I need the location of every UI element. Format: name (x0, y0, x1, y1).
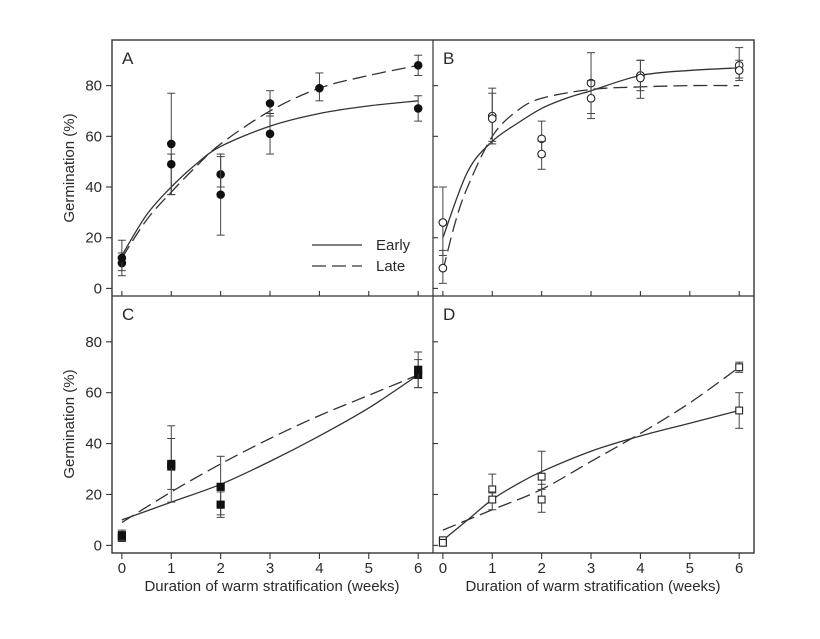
data-point-a-5 (216, 190, 225, 199)
y-tick-label-a-1: 20 (85, 230, 102, 247)
data-point-a-2 (166, 139, 176, 149)
y-tick-label-a-4: 80 (85, 78, 102, 95)
x-tick-label-d-4: 4 (636, 560, 644, 577)
panel-c: C 0 20 40 60 80 0 1 2 3 4 5 6 (85, 305, 422, 577)
data-point-a-3 (166, 159, 176, 169)
x-tick-label-d-1: 1 (488, 560, 496, 577)
data-point-b-11 (734, 66, 744, 75)
data-point-b-1 (438, 263, 448, 273)
x-tick-label-d-0: 0 (439, 560, 447, 577)
x-tick-label-d-6: 6 (735, 560, 743, 577)
y-tick-label-c-1: 20 (85, 486, 102, 503)
curve-late-a (121, 64, 419, 259)
x-axis-label-right: Duration of warm stratification (weeks) (465, 578, 720, 595)
x-tick-label-d-2: 2 (537, 560, 545, 577)
x-tick-label-c-2: 2 (216, 560, 224, 577)
x-tick-label-c-3: 3 (266, 560, 274, 577)
curve-late-b (442, 84, 740, 271)
data-point-b-9 (636, 73, 645, 83)
x-tick-label-d-5: 5 (686, 560, 694, 577)
data-point-b-0 (438, 218, 448, 227)
data-point-b-7 (586, 93, 596, 103)
panel-label-b: B (443, 49, 454, 68)
data-point-b-5 (537, 149, 546, 159)
panel-b: B (433, 47, 744, 296)
y-tick-label-c-3: 60 (85, 385, 102, 402)
x-tick-label-c-5: 5 (365, 560, 373, 577)
curve-early-a (121, 100, 419, 256)
data-point-b-3 (487, 114, 497, 123)
curve-late-d (442, 366, 740, 531)
curve-early-c (121, 374, 419, 521)
y-tick-label-a-3: 60 (85, 128, 102, 145)
data-point-d-5 (537, 495, 546, 504)
data-point-a-6 (265, 99, 275, 108)
data-point-a-7 (265, 129, 275, 139)
data-point-c-3 (167, 459, 176, 469)
x-tick-label-c-4: 4 (315, 560, 323, 577)
y-axis-label-top: Germination (%) (61, 113, 78, 222)
legend-late-label: Late (376, 258, 405, 275)
x-tick-label-d-3: 3 (587, 560, 595, 577)
panel-label-c: C (122, 305, 134, 324)
y-tick-label-c-0: 0 (94, 537, 102, 554)
panel-a: A 0 20 40 60 80 (85, 49, 423, 297)
y-tick-label-c-2: 40 (85, 436, 102, 453)
x-tick-label-c-0: 0 (118, 560, 126, 577)
data-point-a-9 (413, 61, 423, 70)
legend-early-label: Early (376, 237, 411, 254)
data-point-a-8 (315, 83, 324, 93)
panel-d: D 0 1 2 3 4 5 6 (433, 305, 743, 577)
data-point-c-7 (414, 365, 423, 374)
data-point-c-4 (216, 482, 225, 491)
panel-label-a: A (122, 49, 134, 68)
curve-early-d (442, 409, 740, 541)
curve-early-b (442, 67, 740, 238)
y-tick-label-a-2: 40 (85, 179, 102, 196)
data-point-c-5 (216, 500, 225, 509)
x-axis-label-left: Duration of warm stratification (weeks) (144, 578, 399, 595)
data-point-d-7 (735, 406, 744, 415)
y-axis-label-bottom: Germination (%) (61, 369, 78, 478)
data-point-d-3 (488, 495, 497, 504)
y-tick-label-c-4: 80 (85, 334, 102, 351)
legend: Early Late (312, 237, 411, 275)
data-point-a-10 (413, 104, 423, 113)
y-tick-label-a-0: 0 (94, 280, 102, 297)
x-tick-label-c-1: 1 (167, 560, 175, 577)
data-point-c-1 (117, 531, 126, 540)
data-point-a-1 (117, 253, 127, 263)
panel-label-d: D (443, 305, 455, 324)
curve-late-c (121, 374, 419, 524)
x-tick-label-c-6: 6 (414, 560, 422, 577)
data-point-d-6 (735, 363, 744, 372)
data-point-d-1 (438, 538, 447, 547)
data-point-d-4 (537, 472, 546, 481)
